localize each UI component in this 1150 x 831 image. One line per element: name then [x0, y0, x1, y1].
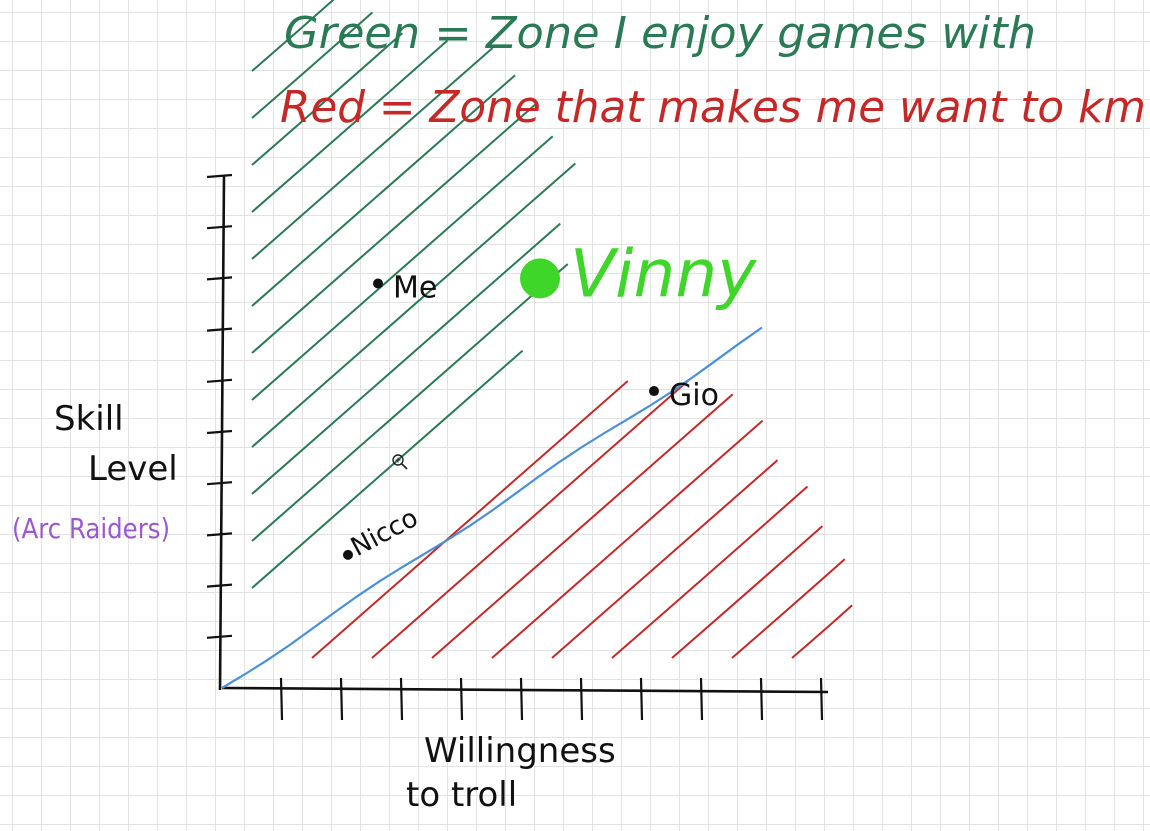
hatch-stroke — [251, 162, 576, 448]
hatch-stroke — [251, 135, 554, 401]
y-tick — [206, 583, 233, 588]
x-axis-ticks — [279, 677, 824, 721]
point-label-nicco: Nicco — [346, 503, 423, 563]
point-label-gio: Gio — [669, 378, 719, 413]
hatch-stroke — [251, 39, 449, 213]
x-tick — [399, 677, 404, 721]
point-marker-vinny — [520, 258, 560, 299]
x-tick — [579, 677, 584, 721]
y-axis-ticks — [206, 173, 233, 639]
hatch-stroke — [251, 47, 494, 260]
point-label-vinny: Vinny — [570, 235, 757, 312]
x-axis-title: Willingness to troll — [406, 731, 627, 815]
hatch-stroke — [251, 222, 561, 495]
magnifier-cursor-icon — [392, 454, 408, 470]
hatch-stroke — [791, 604, 853, 659]
hatch-stroke — [491, 419, 764, 659]
hatch-stroke — [371, 380, 689, 659]
hatch-stroke — [431, 393, 734, 659]
y-tick — [206, 634, 233, 639]
hatch-stroke — [311, 380, 629, 659]
hatch-stroke — [611, 485, 809, 659]
y-tick — [206, 327, 233, 332]
x-tick — [819, 677, 824, 721]
hatch-stroke — [251, 74, 516, 307]
x-tick — [699, 677, 704, 721]
hatch-stroke — [251, 11, 373, 119]
legend-green-label: Green = Zone I enjoy games with — [284, 8, 1036, 59]
y-tick — [206, 532, 233, 537]
hatch-stroke — [251, 101, 539, 354]
point-marker-gio — [649, 386, 659, 397]
x-tick — [459, 677, 464, 721]
hatch-stroke — [671, 525, 824, 659]
point-marker-me — [373, 278, 383, 289]
y-axis-subtitle: (Arc Raiders) — [12, 512, 170, 545]
hatch-stroke — [251, 32, 404, 166]
x-axis — [221, 686, 829, 694]
x-tick — [639, 677, 644, 721]
y-axis-title: Skill Level — [54, 399, 178, 489]
x-tick — [519, 677, 524, 721]
y-tick — [206, 173, 233, 179]
x-tick — [759, 677, 764, 721]
y-tick — [206, 225, 233, 230]
hatch-stroke — [731, 558, 846, 659]
legend-red-label: Red = Zone that makes me want to km — [280, 82, 1146, 133]
y-tick — [206, 276, 233, 281]
green-zone-hatching — [251, 0, 576, 589]
y-tick — [206, 429, 233, 435]
hatch-stroke — [551, 459, 779, 659]
x-tick — [339, 677, 344, 721]
x-tick — [279, 677, 284, 721]
y-tick — [206, 481, 233, 486]
point-label-me: Me — [393, 271, 437, 306]
point-marker-nicco — [343, 549, 353, 560]
hatch-stroke — [251, 349, 524, 589]
boundary-line — [221, 326, 763, 689]
y-axis — [218, 175, 226, 691]
hatch-stroke — [251, 263, 569, 542]
y-tick — [206, 378, 233, 383]
hatch-stroke — [251, 0, 335, 72]
data-points: Me Vinny Gio Nicco — [343, 235, 757, 563]
red-zone-hatching — [311, 380, 853, 659]
